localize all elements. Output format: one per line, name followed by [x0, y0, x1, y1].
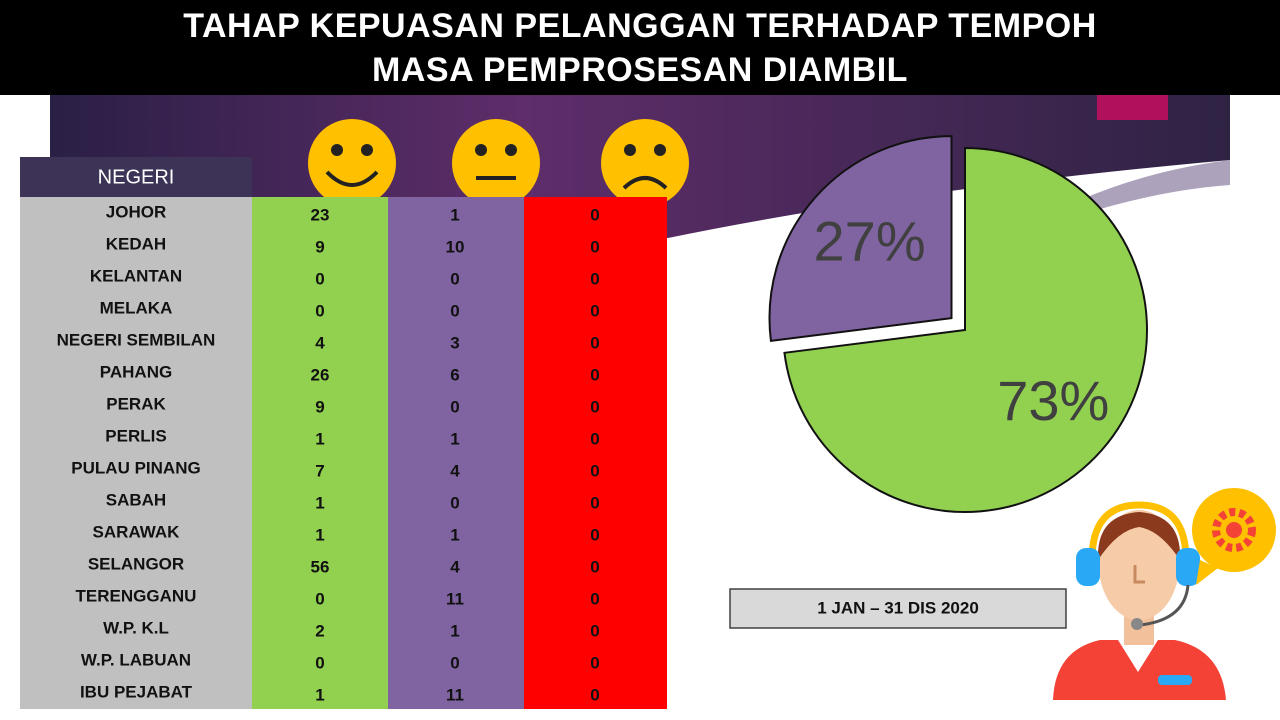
column-bg — [388, 197, 524, 709]
pie-slice — [783, 146, 1148, 513]
count-cell: 1 — [450, 525, 459, 544]
count-cell: 10 — [446, 237, 465, 256]
count-cell: 0 — [590, 685, 599, 704]
count-cell: 7 — [315, 461, 324, 480]
pie-slice — [768, 135, 953, 343]
pie-label: 73% — [997, 369, 1109, 432]
pie-chart: 73% 27% — [768, 135, 1148, 513]
count-cell: 0 — [590, 205, 599, 224]
neutral-face — [452, 119, 540, 207]
count-cell: 23 — [311, 205, 330, 224]
count-cell: 0 — [590, 269, 599, 288]
count-cell: 0 — [590, 365, 599, 384]
count-cell: 0 — [315, 653, 324, 672]
count-cell: 6 — [450, 365, 459, 384]
sad-face — [601, 119, 689, 207]
column-bg — [524, 197, 667, 709]
count-cell: 1 — [315, 493, 324, 512]
count-cell: 0 — [450, 397, 459, 416]
state-name: IBU PEJABAT — [80, 682, 193, 701]
state-name: MELAKA — [100, 298, 173, 317]
state-name: PERLIS — [105, 426, 166, 445]
count-cell: 26 — [311, 365, 330, 384]
count-cell: 1 — [315, 525, 324, 544]
count-cell: 9 — [315, 397, 324, 416]
date-range: 1 JAN – 31 DIS 2020 — [817, 598, 979, 617]
state-name: NEGERI SEMBILAN — [57, 330, 216, 349]
column-bg — [20, 197, 252, 709]
count-cell: 0 — [590, 557, 599, 576]
count-cell: 4 — [450, 461, 460, 480]
title-box: TAHAP KEPUASAN PELANGGAN TERHADAP TEMPOH… — [183, 7, 1097, 89]
count-cell: 0 — [590, 429, 599, 448]
count-cell: 0 — [590, 237, 599, 256]
count-cell: 4 — [450, 557, 460, 576]
count-cell: 0 — [450, 653, 459, 672]
pie-label: 27% — [814, 210, 926, 273]
count-cell: 1 — [315, 685, 324, 704]
state-name: W.P. LABUAN — [81, 650, 191, 669]
count-cell: 0 — [590, 589, 599, 608]
state-name: PULAU PINANG — [71, 458, 200, 477]
count-cell: 0 — [590, 333, 599, 352]
accent-block — [1097, 95, 1168, 120]
support-agent-icon — [1053, 488, 1276, 700]
count-cell: 0 — [590, 301, 599, 320]
count-cell: 0 — [590, 493, 599, 512]
state-name: KEDAH — [106, 234, 166, 253]
title: TAHAP KEPUASAN PELANGGAN TERHADAP TEMPOH… — [183, 7, 1097, 89]
state-name: KELANTAN — [90, 266, 182, 285]
band-stripe — [1080, 160, 1230, 215]
count-cell: 0 — [450, 493, 459, 512]
count-cell: 11 — [446, 589, 464, 608]
count-cell: 1 — [450, 205, 459, 224]
count-cell: 0 — [315, 301, 324, 320]
title-bar — [0, 0, 1280, 95]
count-cell: 56 — [311, 557, 330, 576]
count-cell: 1 — [450, 429, 459, 448]
count-cell: 0 — [450, 301, 459, 320]
state-name: SABAH — [106, 490, 166, 509]
count-cell: 0 — [315, 589, 324, 608]
state-name: JOHOR — [106, 202, 166, 221]
count-cell: 0 — [590, 653, 599, 672]
state-name: SELANGOR — [88, 554, 184, 573]
state-name: PERAK — [106, 394, 166, 413]
column-bg — [252, 197, 388, 709]
state-name: TERENGGANU — [76, 586, 197, 605]
happy-face — [308, 119, 396, 207]
table-header: NEGERI — [98, 166, 175, 188]
count-cell: 0 — [590, 461, 599, 480]
count-cell: 3 — [450, 333, 459, 352]
date-box — [729, 588, 1067, 629]
state-name: SARAWAK — [93, 522, 181, 541]
count-cell: 0 — [590, 621, 599, 640]
count-cell: 1 — [450, 621, 459, 640]
count-cell: 1 — [315, 429, 324, 448]
count-cell: 0 — [590, 525, 599, 544]
count-cell: 0 — [450, 269, 459, 288]
state-name: W.P. K.L — [103, 618, 169, 637]
count-cell: 11 — [446, 685, 464, 704]
count-cell: 0 — [590, 397, 599, 416]
table-header-cell — [20, 157, 252, 197]
count-cell: 0 — [315, 269, 324, 288]
state-name: PAHANG — [100, 362, 172, 381]
count-cell: 9 — [315, 237, 324, 256]
count-cell: 4 — [315, 333, 325, 352]
count-cell: 2 — [315, 621, 324, 640]
